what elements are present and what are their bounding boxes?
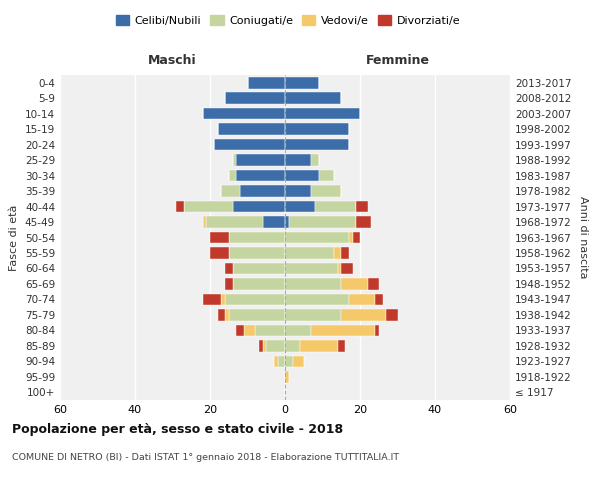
Bar — [285, 262, 337, 274]
Bar — [285, 216, 289, 228]
Bar — [206, 216, 263, 228]
Bar — [341, 262, 353, 274]
Bar — [218, 124, 285, 135]
Bar — [311, 154, 319, 166]
Bar — [356, 216, 371, 228]
Bar — [229, 247, 285, 259]
Bar — [375, 324, 379, 336]
Bar — [248, 77, 285, 88]
Bar — [315, 200, 356, 212]
Bar — [236, 154, 285, 166]
Bar — [319, 170, 334, 181]
Bar — [203, 108, 285, 120]
Bar — [356, 200, 367, 212]
Bar — [176, 200, 184, 212]
Bar — [225, 309, 229, 320]
Y-axis label: Anni di nascita: Anni di nascita — [578, 196, 588, 279]
Bar — [285, 309, 341, 320]
Bar — [221, 294, 225, 305]
Bar — [367, 278, 379, 289]
Bar — [229, 232, 285, 243]
Bar — [349, 232, 353, 243]
Bar — [337, 262, 341, 274]
Bar — [229, 309, 285, 320]
Bar — [285, 278, 341, 289]
Bar — [285, 200, 315, 212]
Text: Femmine: Femmine — [365, 54, 430, 68]
Bar — [285, 139, 349, 150]
Bar — [274, 356, 277, 367]
Bar — [277, 356, 285, 367]
Bar — [233, 278, 285, 289]
Bar — [218, 309, 225, 320]
Bar — [293, 356, 304, 367]
Bar — [233, 262, 285, 274]
Bar — [285, 232, 349, 243]
Bar — [285, 92, 341, 104]
Bar — [337, 340, 345, 351]
Bar — [341, 278, 367, 289]
Bar — [289, 216, 356, 228]
Bar — [233, 200, 285, 212]
Bar — [263, 340, 266, 351]
Bar — [210, 247, 229, 259]
Text: Popolazione per età, sesso e stato civile - 2018: Popolazione per età, sesso e stato civil… — [12, 422, 343, 436]
Bar — [236, 170, 285, 181]
Bar — [285, 340, 300, 351]
Text: Maschi: Maschi — [148, 54, 197, 68]
Y-axis label: Fasce di età: Fasce di età — [10, 204, 19, 270]
Bar — [203, 216, 206, 228]
Bar — [229, 170, 236, 181]
Bar — [285, 294, 349, 305]
Bar — [300, 340, 337, 351]
Bar — [255, 324, 285, 336]
Bar — [210, 232, 229, 243]
Bar — [285, 356, 293, 367]
Bar — [184, 200, 233, 212]
Bar — [311, 186, 341, 197]
Bar — [221, 186, 240, 197]
Bar — [225, 92, 285, 104]
Bar — [225, 294, 285, 305]
Bar — [375, 294, 383, 305]
Bar — [244, 324, 255, 336]
Bar — [285, 186, 311, 197]
Bar — [214, 139, 285, 150]
Bar — [353, 232, 360, 243]
Bar — [341, 247, 349, 259]
Bar — [334, 247, 341, 259]
Bar — [285, 371, 289, 382]
Bar — [285, 154, 311, 166]
Bar — [225, 278, 233, 289]
Bar — [225, 262, 233, 274]
Text: COMUNE DI NETRO (BI) - Dati ISTAT 1° gennaio 2018 - Elaborazione TUTTITALIA.IT: COMUNE DI NETRO (BI) - Dati ISTAT 1° gen… — [12, 452, 399, 462]
Bar — [341, 309, 386, 320]
Legend: Celibi/Nubili, Coniugati/e, Vedovi/e, Divorziati/e: Celibi/Nubili, Coniugati/e, Vedovi/e, Di… — [112, 10, 464, 30]
Bar — [386, 309, 398, 320]
Bar — [203, 294, 221, 305]
Bar — [349, 294, 375, 305]
Bar — [285, 170, 319, 181]
Bar — [285, 108, 360, 120]
Bar — [236, 324, 244, 336]
Bar — [285, 77, 319, 88]
Bar — [285, 124, 349, 135]
Bar — [266, 340, 285, 351]
Bar — [240, 186, 285, 197]
Bar — [263, 216, 285, 228]
Bar — [285, 247, 334, 259]
Bar — [259, 340, 263, 351]
Bar — [311, 324, 375, 336]
Bar — [285, 324, 311, 336]
Bar — [233, 154, 236, 166]
